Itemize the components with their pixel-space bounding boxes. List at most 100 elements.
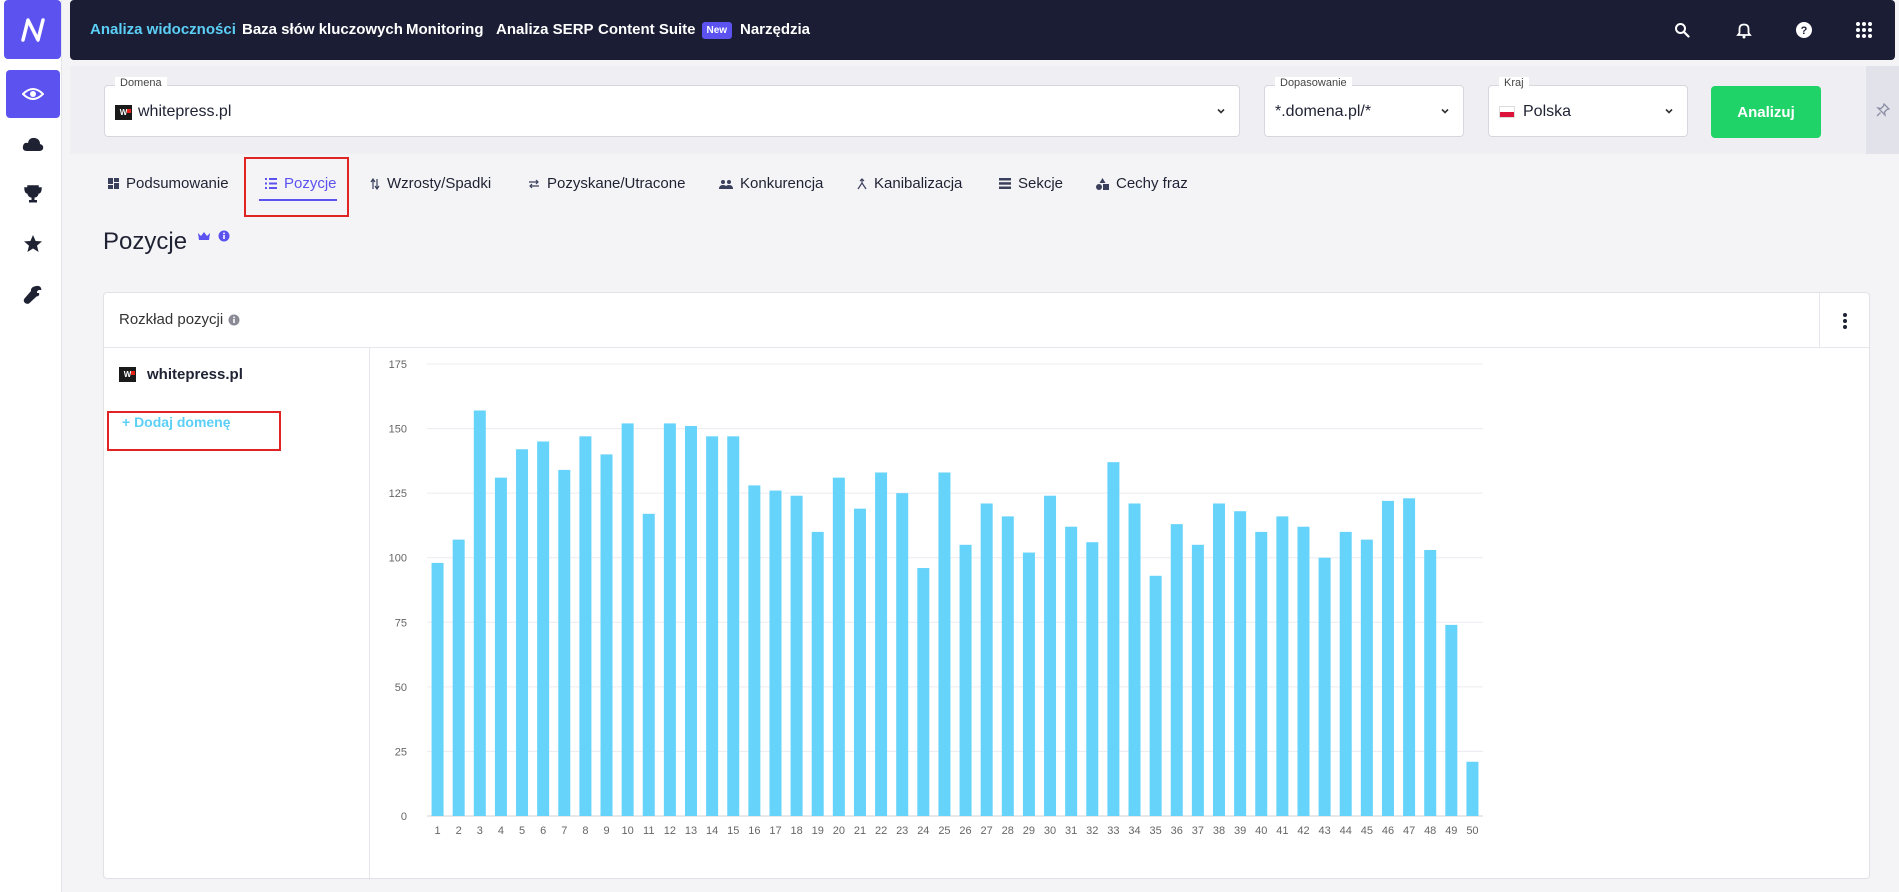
apps-grid-icon[interactable] <box>1852 18 1876 42</box>
bar[interactable] <box>1234 511 1247 816</box>
bar[interactable] <box>1318 557 1331 816</box>
bar[interactable] <box>1339 531 1352 816</box>
x-tick-label: 47 <box>1403 825 1415 837</box>
bar[interactable] <box>748 485 761 816</box>
y-tick-label: 150 <box>389 424 407 436</box>
app-logo[interactable] <box>4 0 61 59</box>
up-down-arrows-icon <box>370 177 380 190</box>
y-tick-label: 25 <box>395 746 407 758</box>
bar[interactable] <box>452 539 465 816</box>
nav-keyword-database[interactable]: Baza słów kluczowych <box>242 21 403 38</box>
tab-sections[interactable]: Sekcje <box>999 175 1063 192</box>
bar[interactable] <box>1276 516 1289 816</box>
bar[interactable] <box>769 490 782 816</box>
bar[interactable] <box>1360 539 1373 816</box>
bar[interactable] <box>790 495 803 816</box>
bar[interactable] <box>1149 575 1162 816</box>
bar[interactable] <box>1424 549 1437 816</box>
bar[interactable] <box>917 568 930 816</box>
rail-trophy[interactable] <box>6 170 60 218</box>
bar[interactable] <box>558 469 571 816</box>
bar[interactable] <box>896 493 909 816</box>
analyze-button[interactable]: Analizuj <box>1711 86 1821 138</box>
tab-phrase-features[interactable]: Cechy fraz <box>1096 175 1188 192</box>
nav-visibility-analysis[interactable]: Analiza widoczności <box>90 21 236 38</box>
domain-field[interactable]: Domena W whitepress.pl <box>104 77 1240 137</box>
search-icon[interactable] <box>1670 18 1694 42</box>
bar[interactable] <box>642 513 655 816</box>
bar[interactable] <box>1466 761 1479 816</box>
chevron-down-icon <box>1441 108 1449 114</box>
bar[interactable] <box>621 423 634 816</box>
crown-icon <box>197 232 210 240</box>
bar[interactable] <box>1213 503 1225 816</box>
bar[interactable] <box>1381 500 1394 816</box>
match-select[interactable]: Dopasowanie *.domena.pl/* <box>1264 77 1464 137</box>
bell-icon[interactable] <box>1732 18 1756 42</box>
bar[interactable] <box>516 449 529 816</box>
x-tick-label: 32 <box>1086 825 1098 837</box>
x-tick-label: 31 <box>1065 825 1077 837</box>
bar[interactable] <box>853 508 866 816</box>
bar[interactable] <box>1128 503 1141 816</box>
tab-competition[interactable]: Konkurencja <box>719 175 823 192</box>
bar[interactable] <box>1022 552 1035 816</box>
bar[interactable] <box>1297 526 1310 816</box>
bar[interactable] <box>1065 526 1078 816</box>
nav-content-suite[interactable]: Content Suite New <box>598 21 733 39</box>
info-icon[interactable] <box>228 314 240 326</box>
tab-acquired-lost[interactable]: Pozyskane/Utracone <box>528 175 685 192</box>
bar[interactable] <box>1044 495 1057 816</box>
bar[interactable] <box>1086 542 1099 816</box>
rail-tools[interactable] <box>6 270 60 318</box>
bar[interactable] <box>938 472 951 816</box>
x-tick-label: 8 <box>582 825 588 837</box>
bar[interactable] <box>959 544 972 816</box>
rail-visibility[interactable] <box>6 70 60 118</box>
bar[interactable] <box>980 503 993 816</box>
bar[interactable] <box>727 436 740 816</box>
domain-list: W whitepress.pl + Dodaj domenę <box>104 348 370 880</box>
x-tick-label: 17 <box>769 825 781 837</box>
bar[interactable] <box>1403 498 1416 816</box>
pin-toggle[interactable] <box>1866 66 1899 154</box>
bar[interactable] <box>473 410 486 816</box>
bar[interactable] <box>1001 516 1014 816</box>
bar[interactable] <box>685 425 697 816</box>
nav-monitoring[interactable]: Monitoring <box>406 21 484 38</box>
page-title-row: Pozycje <box>103 228 230 256</box>
help-icon[interactable]: ? <box>1792 18 1816 42</box>
nav-serp-analysis[interactable]: Analiza SERP <box>496 21 594 38</box>
info-icon[interactable] <box>218 230 230 242</box>
tab-gains-losses[interactable]: Wzrosty/Spadki <box>370 175 491 192</box>
bar[interactable] <box>579 436 592 816</box>
domain-field-label: Domena <box>115 77 167 89</box>
x-tick-label: 9 <box>603 825 609 837</box>
bar[interactable] <box>1191 544 1204 816</box>
bar[interactable] <box>431 562 444 816</box>
bar[interactable] <box>537 441 550 816</box>
chevron-down-icon <box>1217 108 1225 114</box>
nav-tools[interactable]: Narzędzia <box>740 21 811 38</box>
bar[interactable] <box>811 531 824 816</box>
country-select[interactable]: Kraj Polska <box>1488 77 1688 137</box>
bar[interactable] <box>1170 524 1183 816</box>
bar[interactable] <box>494 477 507 816</box>
tab-cannibalization[interactable]: Kanibalizacja <box>857 175 962 192</box>
rail-cloud[interactable] <box>6 120 60 168</box>
tab-positions[interactable]: Pozycje <box>265 175 337 192</box>
tab-summary[interactable]: Podsumowanie <box>108 175 229 192</box>
bar[interactable] <box>832 477 845 816</box>
bar[interactable] <box>875 472 888 816</box>
chevron-down-icon <box>1665 108 1673 114</box>
bar[interactable] <box>600 454 613 816</box>
more-options-button[interactable] <box>1819 293 1869 348</box>
x-tick-label: 41 <box>1276 825 1288 837</box>
bar[interactable] <box>1107 462 1120 816</box>
rail-star[interactable] <box>6 220 60 268</box>
bar[interactable] <box>663 423 676 816</box>
add-domain-button[interactable]: + Dodaj domenę <box>122 414 231 430</box>
bar[interactable] <box>1445 624 1458 816</box>
bar[interactable] <box>1255 531 1268 816</box>
bar[interactable] <box>706 436 719 816</box>
